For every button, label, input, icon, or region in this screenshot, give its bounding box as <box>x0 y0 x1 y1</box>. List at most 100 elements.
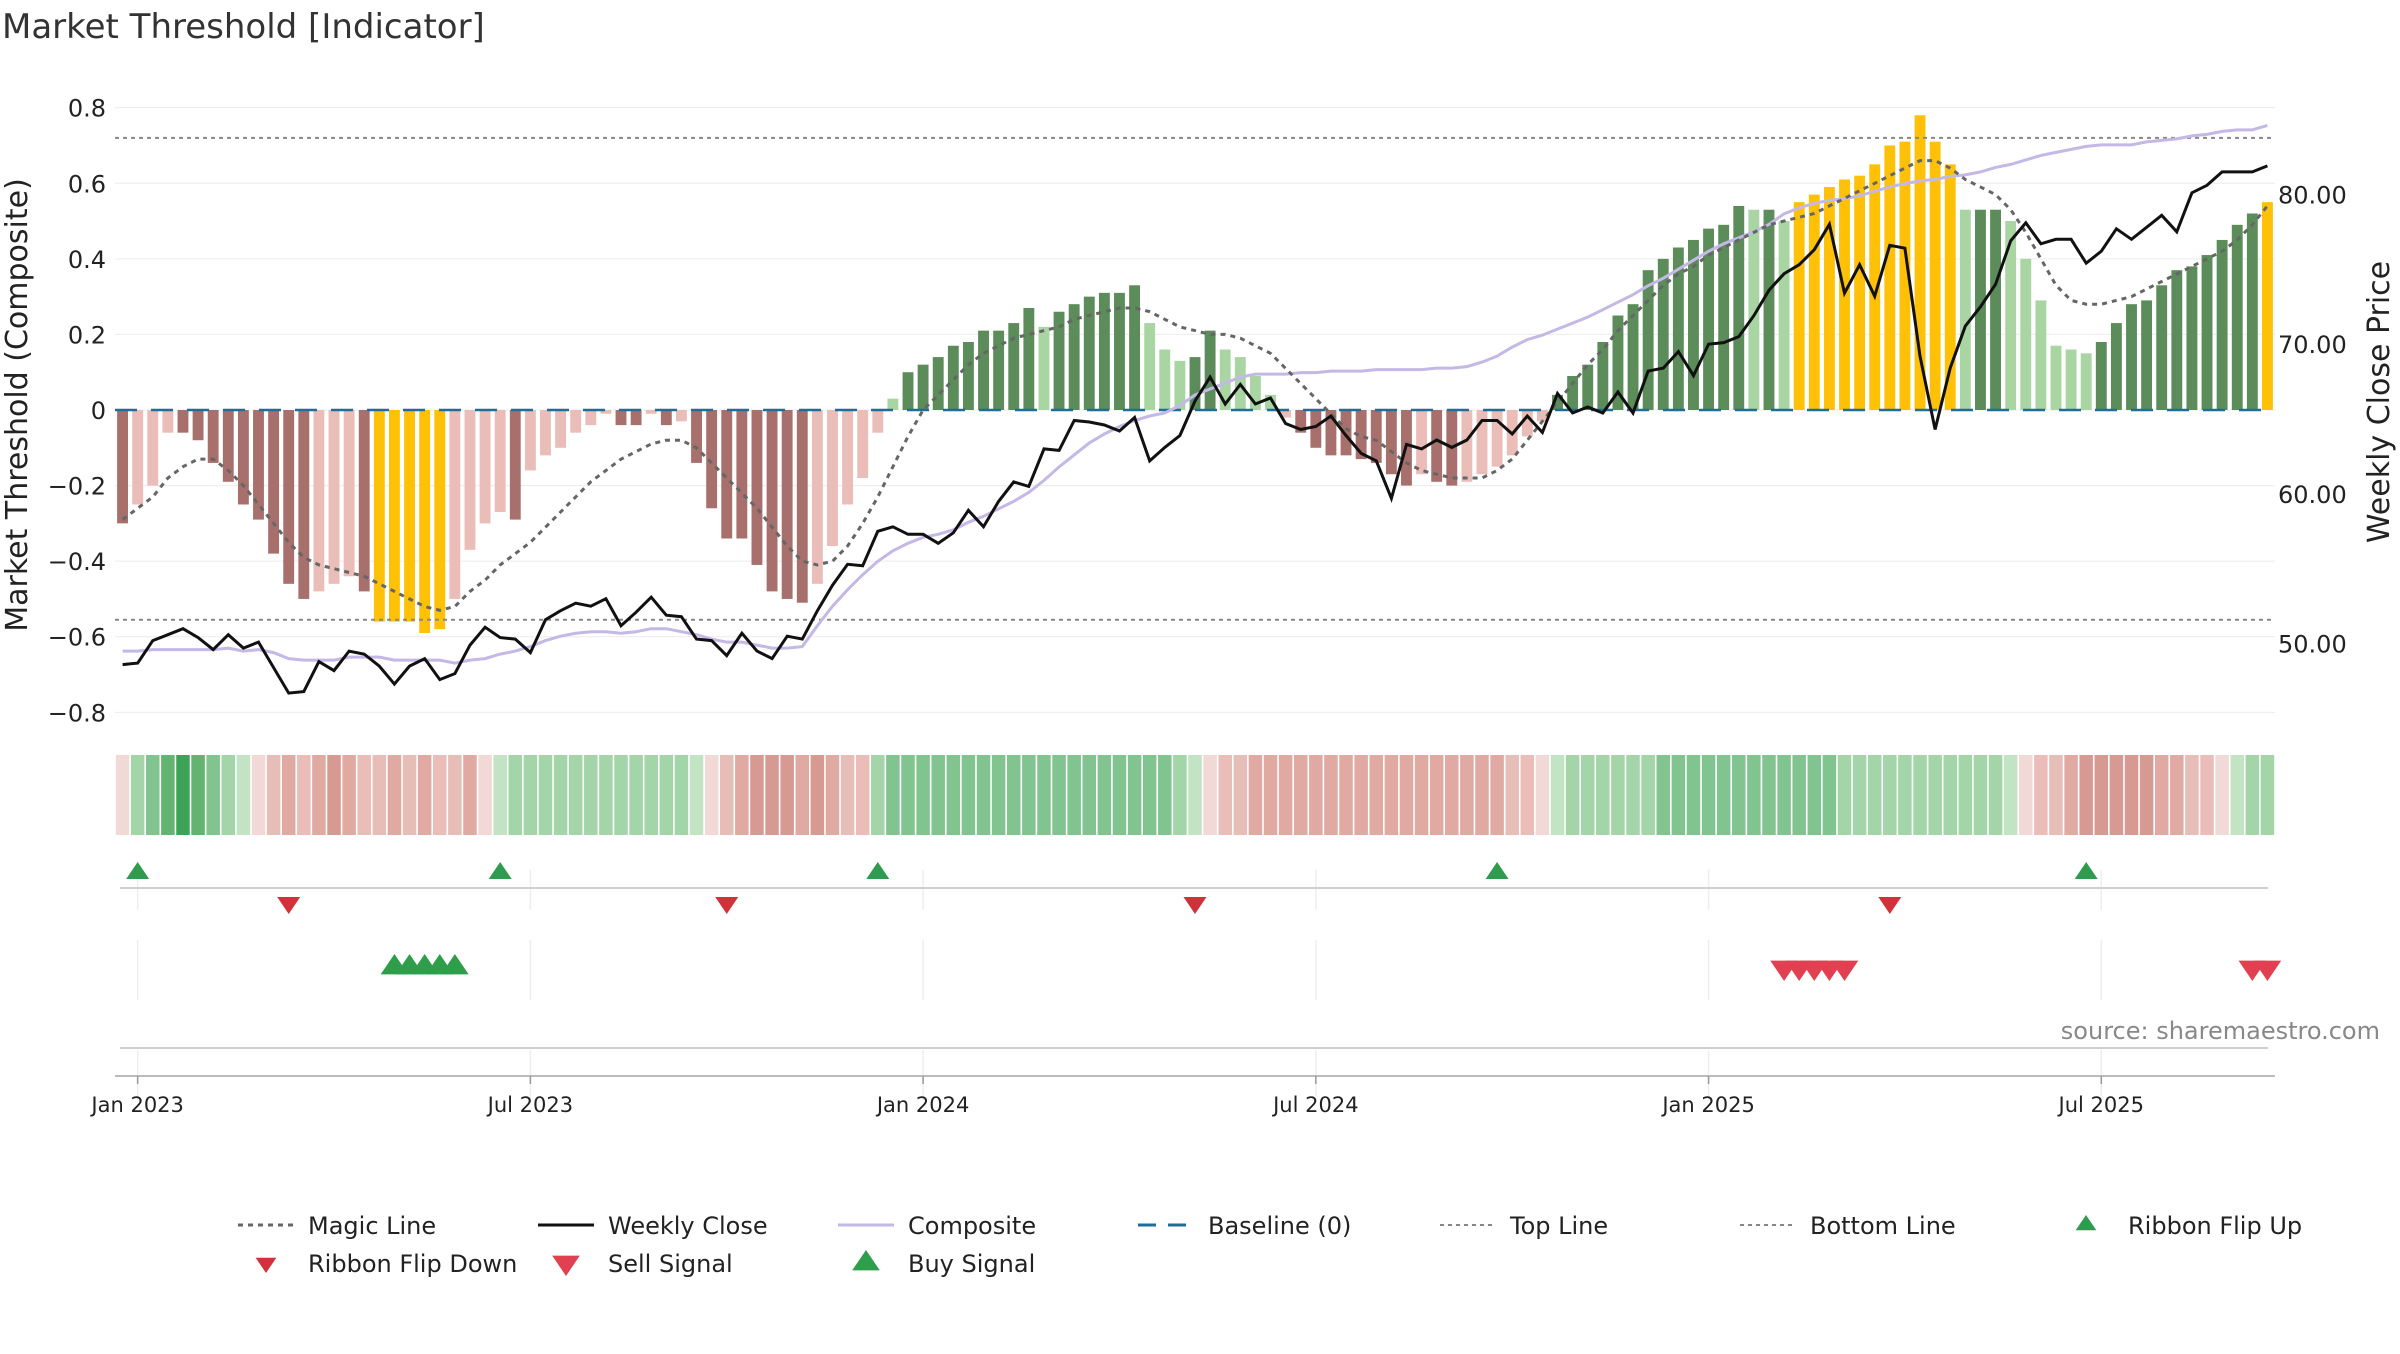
ribbon-cell <box>448 755 462 835</box>
ribbon-cell <box>2185 755 2199 835</box>
bar <box>645 410 657 414</box>
ribbon-cell <box>2003 755 2018 835</box>
ribbon-cell <box>2245 755 2260 835</box>
legend-label: Magic Line <box>308 1212 436 1240</box>
ribbon-cell <box>372 755 387 835</box>
bar <box>872 410 884 433</box>
ribbon-cell <box>1097 755 1112 835</box>
ribbon-cell <box>2154 755 2169 835</box>
bar <box>1823 187 1835 410</box>
ribbon-cell <box>1701 755 1716 835</box>
legend-label: Buy Signal <box>908 1250 1035 1278</box>
x-tick-label: Jul 2025 <box>2057 1093 2144 1117</box>
ribbon-cell <box>1580 755 1595 835</box>
ribbon-cell <box>357 755 371 835</box>
bar <box>1763 209 1775 410</box>
legend-item: Top Line <box>1440 1212 1608 1240</box>
bar <box>1899 141 1911 411</box>
ribbon-cell <box>1293 755 1308 835</box>
ribbon-cell <box>976 755 991 835</box>
ribbon-cell <box>599 755 613 835</box>
bar <box>2141 300 2153 410</box>
legend-label: Top Line <box>1509 1212 1608 1240</box>
ribbon-cell <box>825 755 840 835</box>
ribbon-cell <box>795 755 810 835</box>
bar <box>268 410 280 554</box>
ribbon-cell <box>719 755 734 835</box>
bar <box>1249 375 1261 410</box>
ribbon-cell <box>1867 755 1882 835</box>
legend-item: Weekly Close <box>538 1212 768 1240</box>
ribbon-cell <box>1158 755 1172 835</box>
bar <box>1612 315 1624 410</box>
magic-line <box>121 159 2269 612</box>
bar <box>509 410 521 520</box>
bar <box>1567 375 1579 410</box>
ribbon-cell <box>1052 755 1066 835</box>
ribbon-cell <box>810 755 825 835</box>
bar <box>1808 194 1820 410</box>
ribbon-cell <box>2094 755 2109 835</box>
ribbon-flip-down-marker <box>1183 897 1207 914</box>
ribbon-cell <box>629 755 643 835</box>
legend-swatch <box>852 1250 880 1271</box>
bar <box>993 330 1005 410</box>
legend-item: Ribbon Flip Up <box>2075 1212 2302 1240</box>
legend-label: Bottom Line <box>1810 1212 1956 1240</box>
ribbon-cell <box>1898 755 1912 835</box>
ribbon-cell <box>1913 755 1927 835</box>
ribbon-cell <box>1943 755 1957 835</box>
bar <box>2005 221 2017 410</box>
ribbon-flip-down-marker <box>715 897 739 914</box>
ribbon-cell <box>1732 755 1746 835</box>
x-tick-label: Jan 2025 <box>1660 1093 1755 1117</box>
y2-tick-label: 70.00 <box>2278 331 2347 359</box>
source-note: source: sharemaestro.com <box>2061 1017 2380 1045</box>
bar <box>1416 410 1428 475</box>
bar <box>1340 410 1352 456</box>
bar <box>449 410 461 599</box>
bar <box>1944 164 1956 410</box>
ribbon-cell <box>463 755 477 835</box>
bar <box>1038 326 1050 410</box>
bar <box>1597 341 1609 410</box>
bar <box>1310 410 1322 448</box>
ribbon-cell <box>1460 755 1474 835</box>
ribbon-cell <box>251 755 266 835</box>
bar <box>1718 224 1730 410</box>
ribbon-cell <box>946 755 961 835</box>
bar <box>1370 410 1382 463</box>
ribbon-cell <box>1973 755 1988 835</box>
bar <box>2095 341 2107 410</box>
ribbon-cell <box>493 755 507 835</box>
ribbon-cell <box>765 755 779 835</box>
bar <box>1914 115 1926 411</box>
ribbon-cell <box>2260 755 2275 835</box>
ribbon-cell <box>1173 755 1187 835</box>
bar <box>2050 345 2062 410</box>
bar <box>887 398 899 410</box>
bar <box>781 410 793 599</box>
bar <box>570 410 582 433</box>
ribbon-cell <box>1490 755 1504 835</box>
y-tick-label: −0.8 <box>48 699 106 727</box>
ribbon-cell <box>508 755 523 835</box>
legend-swatch <box>2075 1215 2097 1231</box>
bar <box>1582 364 1594 410</box>
bar <box>1204 330 1216 410</box>
ribbon-cell <box>855 755 870 835</box>
x-tick-label: Jul 2024 <box>1271 1093 1358 1117</box>
y-tick-label: 0 <box>91 397 106 425</box>
ribbon-cell <box>614 755 628 835</box>
ribbon-cell <box>2215 755 2229 835</box>
bar <box>1884 145 1896 410</box>
ribbon-cell <box>1626 755 1640 835</box>
ribbon-cell <box>2139 755 2154 835</box>
bar <box>2201 255 2213 410</box>
ribbon-cell <box>2200 755 2214 835</box>
bar <box>1657 258 1669 410</box>
ribbon-cell <box>1082 755 1097 835</box>
bar <box>1008 323 1020 410</box>
ribbon-cell <box>297 755 311 835</box>
ribbon-cell <box>327 755 341 835</box>
